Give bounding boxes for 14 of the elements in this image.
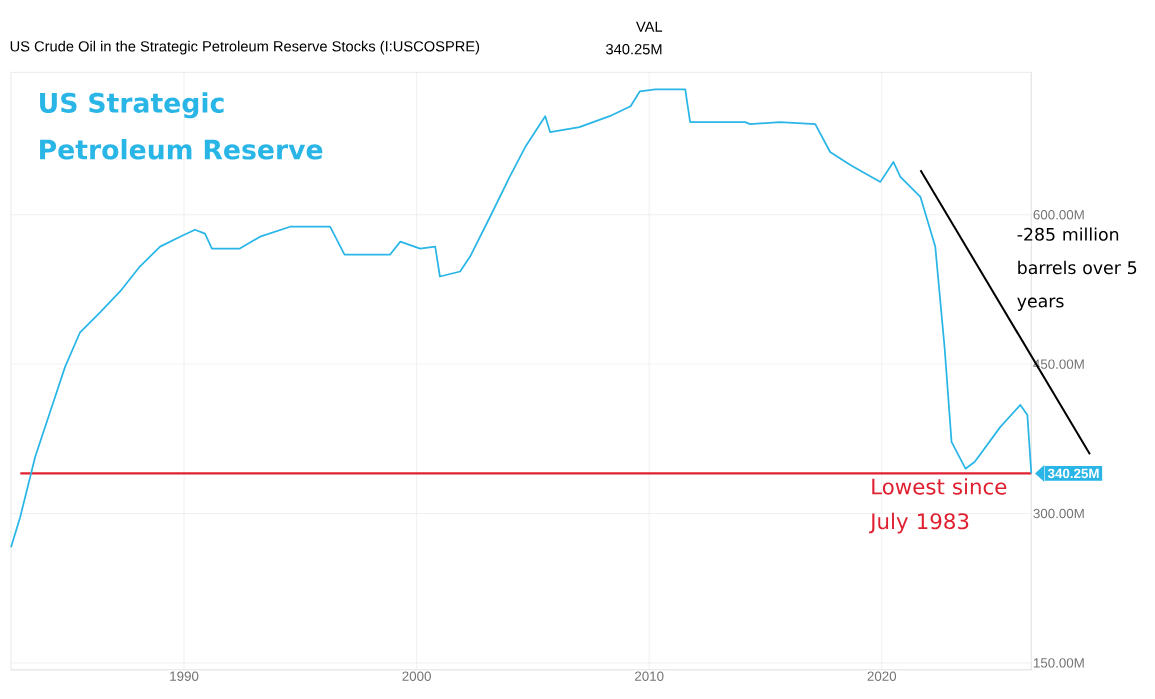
- x-tick-label: 2000: [402, 671, 431, 681]
- text: 340.25M: [606, 44, 662, 55]
- y-tick-label: 150.00M: [1033, 658, 1084, 668]
- x-tick-label: 2010: [635, 671, 664, 681]
- y-tick-label: 300.00M: [1033, 508, 1084, 519]
- x-tick-label: 1990: [170, 671, 199, 681]
- x-tick-label: 2020: [867, 671, 897, 681]
- text: VAL: [636, 21, 663, 32]
- annotation: 340.25M: [1047, 468, 1099, 479]
- chart-title: US Crude Oil in the Strategic Petroleum Reserve Stocks (I:USCOSPRE): [10, 40, 480, 55]
- ref-line-label: Lowest since July 1983: [869, 478, 1007, 534]
- annotation: US Strategic Petroleum Reserve: [40, 92, 323, 160]
- text: -285 million barrels over 5 years: [1017, 227, 1137, 311]
- y-tick-label: 600.00M: [1033, 210, 1084, 220]
